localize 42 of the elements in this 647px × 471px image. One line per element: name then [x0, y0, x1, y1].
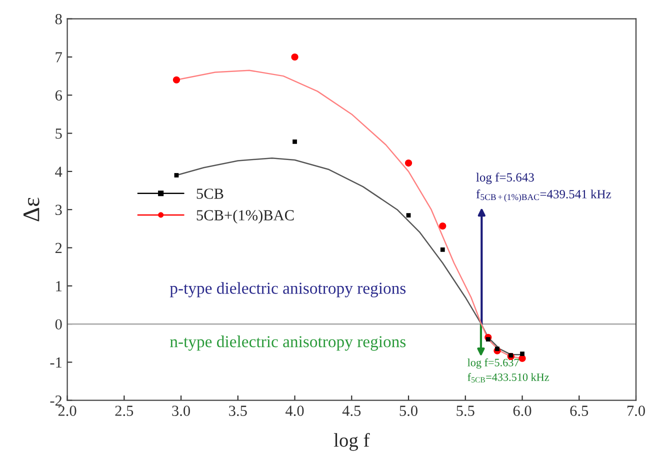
annotation: log f=5.637 f$_{5CB}$=433.510 kHz: [468, 358, 549, 382]
y-tick-label: -2: [50, 396, 62, 406]
point: [174, 173, 179, 178]
point: [439, 222, 446, 230]
point: [404, 160, 412, 167]
x-tick-label: 5.0: [400, 406, 418, 416]
point: [291, 53, 298, 61]
point: [172, 76, 180, 84]
point: [520, 352, 524, 356]
x-axis-title: log f: [334, 432, 370, 451]
y-tick-label: 4: [55, 166, 62, 177]
annotation: p-type dielectric anisotropy regions: [170, 282, 406, 298]
x-tick-label: 5.5: [456, 406, 474, 416]
x-tick-label: 3.0: [172, 406, 190, 416]
point: [495, 346, 500, 352]
x-tick-label: 6.0: [513, 406, 532, 416]
annotation: log f=5.643 f$_{5CB+(1%)BAC}$=439.541 kHz: [476, 172, 611, 202]
y-tick-label: 1: [56, 281, 62, 292]
x-tick-label: 2.0: [58, 406, 76, 416]
y-tick-label: 3: [56, 204, 62, 216]
y-tick-label: 5: [56, 128, 62, 139]
legend-label: 5CB: [196, 188, 224, 199]
annotation: n-type dielectric anisotropy regions: [170, 336, 406, 351]
x-tick-label: 3.5: [229, 406, 247, 416]
point: [486, 337, 490, 342]
point: [508, 353, 514, 358]
point: [406, 213, 411, 218]
y-tick-label: 0: [55, 319, 62, 330]
point: [292, 139, 297, 144]
x-tick-label: 4.5: [342, 406, 361, 416]
y-tick-label: 2: [55, 242, 62, 254]
x-tick-label: 7.0: [627, 406, 645, 416]
x-tick-label: 2.5: [115, 406, 134, 416]
x-tick-label: 4.0: [286, 406, 304, 416]
y-tick-label: 8: [55, 14, 62, 24]
y-tick-label: -1: [50, 357, 62, 368]
point: [440, 247, 445, 252]
x-tick-label: 6.5: [570, 406, 588, 416]
y-axis-title: Δε: [24, 198, 40, 222]
legend-label: 5CB+(1%)BAC: [196, 210, 294, 224]
y-tick-label: 7: [56, 52, 62, 62]
y-tick-label: 6: [55, 90, 62, 101]
